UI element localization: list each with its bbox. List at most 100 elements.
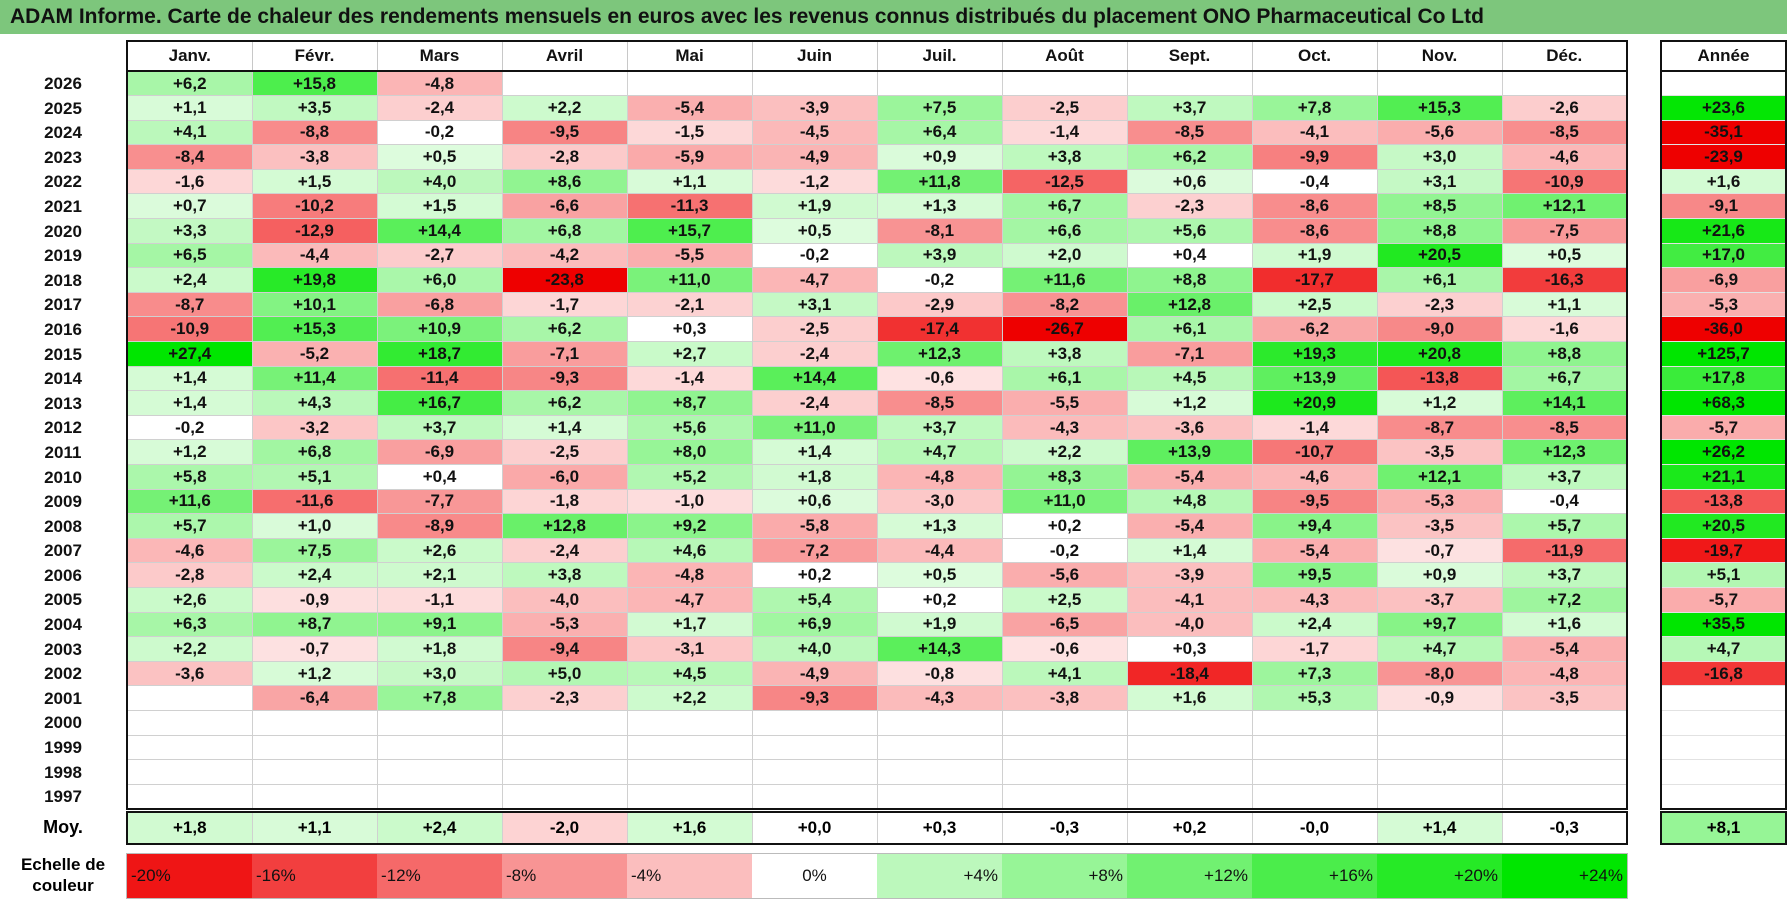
- heatmap-cell: +12,1: [1501, 193, 1628, 220]
- annual-cell: -35,1: [1660, 119, 1787, 145]
- annual-cell: [1660, 71, 1787, 96]
- heatmap-cell: -8,7: [1376, 414, 1503, 441]
- heatmap-cell: [1126, 759, 1253, 785]
- heatmap-cell: -9,4: [501, 636, 628, 662]
- heatmap-cell: -8,9: [376, 513, 503, 539]
- year-label: 2012: [44, 418, 82, 438]
- heatmap-cell: +8,8: [1501, 341, 1628, 367]
- heatmap-cell: +15,7: [626, 218, 753, 244]
- heatmap-cell: -9,3: [751, 685, 878, 711]
- heatmap-cell: [501, 71, 628, 97]
- heatmap-cell: +7,5: [876, 95, 1003, 121]
- heatmap-cell: +1,3: [876, 193, 1003, 220]
- heatmap-cell: -4,9: [751, 144, 878, 170]
- heatmap-cell: [126, 759, 253, 785]
- heatmap-cell: -5,4: [626, 95, 753, 121]
- heatmap-cell: +10,1: [251, 291, 378, 318]
- report-title: ADAM Informe. Carte de chaleur des rende…: [0, 0, 1787, 34]
- heatmap-cell: [376, 709, 503, 736]
- heatmap-cell: +15,8: [251, 71, 378, 97]
- heatmap-cell: -3,8: [1001, 685, 1128, 711]
- heatmap-cell: [1001, 783, 1128, 810]
- annual-cell: +26,2: [1660, 439, 1787, 465]
- heatmap-cell: +11,0: [626, 267, 753, 293]
- month-header: Juin: [751, 40, 878, 72]
- heatmap-cell: +19,3: [1251, 341, 1378, 367]
- heatmap-cell: -0,6: [1001, 636, 1128, 662]
- heatmap-cell: +0,2: [1001, 513, 1128, 539]
- heatmap-cell: -9,5: [501, 119, 628, 146]
- heatmap-cell: +7,8: [1251, 95, 1378, 121]
- heatmap-cell: -8,0: [1376, 660, 1503, 687]
- heatmap-cell: +1,2: [251, 660, 378, 687]
- heatmap-cell: -7,1: [1126, 341, 1253, 367]
- heatmap-cell: +0,6: [1126, 168, 1253, 195]
- heatmap-row: +0,7 -10,2 +1,5 -6,6 -11,3 +1,9 +1,3 +6,7 -2,3 -8…: [126, 193, 1628, 220]
- heatmap-cell: [1501, 783, 1628, 810]
- heatmap-cell: -4,8: [1501, 660, 1628, 687]
- heatmap-cell: +14,4: [751, 365, 878, 392]
- heatmap-row: -0,2 -3,2 +3,7 +1,4 +5,6 +11,0 +3,7 -4,3 -3,6 -1,…: [126, 414, 1628, 441]
- year-label: 1998: [44, 762, 82, 782]
- month-header: Févr.: [251, 40, 378, 72]
- heatmap-cell: +6,2: [126, 71, 253, 97]
- heatmap-cell: +6,2: [1126, 144, 1253, 170]
- heatmap-cell: +2,5: [1251, 291, 1378, 318]
- heatmap-cell: -4,8: [376, 71, 503, 97]
- heatmap-cell: -5,4: [1126, 464, 1253, 490]
- heatmap-cell: [626, 783, 753, 810]
- heatmap-cell: -4,2: [501, 242, 628, 269]
- heatmap-cell: +3,7: [876, 414, 1003, 441]
- heatmap-cell: -0,2: [376, 119, 503, 146]
- heatmap-cell: +3,0: [376, 660, 503, 687]
- year-label: 2002: [44, 664, 82, 684]
- average-cell: -2,0: [501, 811, 628, 845]
- heatmap-cell: -3,9: [751, 95, 878, 121]
- heatmap-cell: [626, 709, 753, 736]
- heatmap-cell: -4,8: [876, 464, 1003, 490]
- heatmap-cell: +6,2: [501, 316, 628, 343]
- heatmap-cell: +6,7: [1501, 365, 1628, 392]
- heatmap-cell: -17,7: [1251, 267, 1378, 293]
- heatmap-cell: [1126, 709, 1253, 736]
- heatmap-cell: -23,8: [501, 267, 628, 293]
- heatmap-cell: -3,9: [1126, 562, 1253, 588]
- heatmap-cell: -0,4: [1501, 488, 1628, 515]
- heatmap-cell: +19,8: [251, 267, 378, 293]
- heatmap-cell: [1376, 734, 1503, 761]
- month-header: Sept.: [1126, 40, 1253, 72]
- year-label: 2009: [44, 492, 82, 512]
- heatmap-cell: +13,9: [1126, 439, 1253, 465]
- year-label: 2023: [44, 147, 82, 167]
- heatmap-cell: +3,1: [1376, 168, 1503, 195]
- heatmap-cell: -10,9: [1501, 168, 1628, 195]
- heatmap-cell: +12,3: [1501, 439, 1628, 465]
- year-label: 2010: [44, 467, 82, 487]
- heatmap-cell: +0,5: [751, 218, 878, 244]
- heatmap-cell: -3,5: [1376, 513, 1503, 539]
- heatmap-cell: +7,3: [1251, 660, 1378, 687]
- heatmap-cell: -16,3: [1501, 267, 1628, 293]
- heatmap-cell: +0,2: [751, 562, 878, 588]
- heatmap-row: -2,8 +2,4 +2,1 +3,8 -4,8 +0,2 +0,5 -5,6 -3,9 +9,5…: [126, 562, 1628, 588]
- heatmap-cell: +3,7: [1501, 562, 1628, 588]
- heatmap-row: +2,6 -0,9 -1,1 -4,0 -4,7 +5,4 +0,2 +2,5 -4,1 -4,3…: [126, 586, 1628, 613]
- annual-cell: +125,7: [1660, 341, 1787, 367]
- heatmap-cell: +1,4: [126, 390, 253, 416]
- heatmap-cell: +6,8: [251, 439, 378, 465]
- heatmap-cell: +7,8: [376, 685, 503, 711]
- heatmap-cell: +5,0: [501, 660, 628, 687]
- heatmap-cell: -4,3: [1251, 586, 1378, 613]
- heatmap-cell: +4,7: [1376, 636, 1503, 662]
- heatmap-cell: -4,0: [501, 586, 628, 613]
- heatmap-row: +27,4 -5,2 +18,7 -7,1 +2,7 -2,4 +12,3 +3,8 -7,1 +…: [126, 341, 1628, 367]
- heatmap-cell: -0,2: [126, 414, 253, 441]
- annual-average-row: +8,1: [1660, 811, 1787, 845]
- heatmap-cell: +2,6: [376, 537, 503, 564]
- month-header: Janv.: [126, 40, 253, 72]
- heatmap-cell: +8,7: [626, 390, 753, 416]
- annual-cell: -36,0: [1660, 316, 1787, 342]
- year-label: 2001: [44, 688, 82, 708]
- heatmap-row: +6,3 +8,7 +9,1 -5,3 +1,7 +6,9 +1,9 -6,5 -4,0 +2,4…: [126, 611, 1628, 638]
- heatmap-cell: -17,4: [876, 316, 1003, 343]
